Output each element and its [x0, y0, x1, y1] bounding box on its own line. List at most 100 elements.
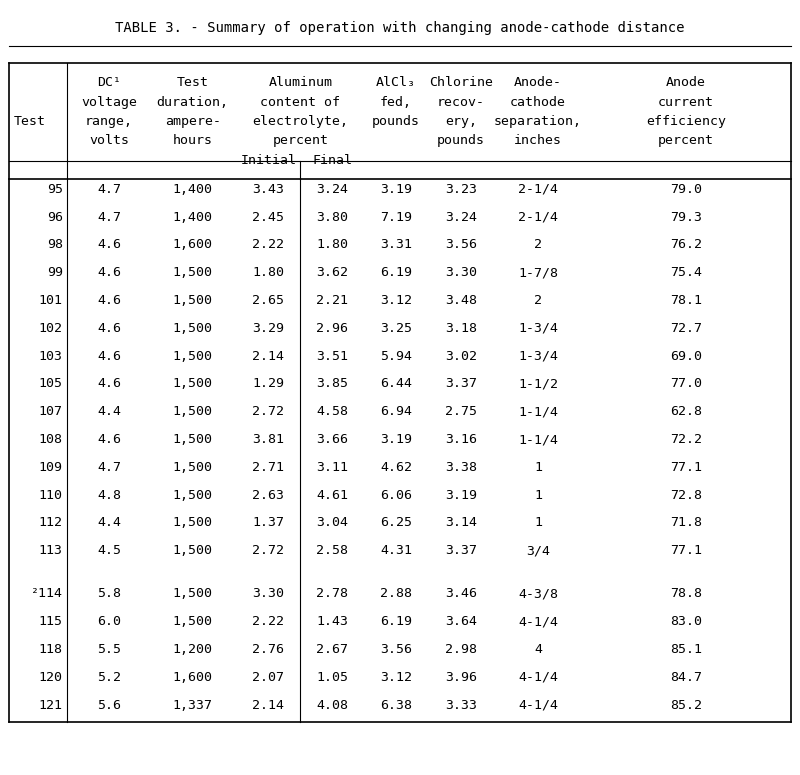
Text: 2.45: 2.45 — [253, 211, 285, 224]
Text: Initial: Initial — [241, 153, 297, 167]
Text: 3.12: 3.12 — [380, 294, 412, 307]
Text: 2.63: 2.63 — [253, 489, 285, 501]
Text: 3.81: 3.81 — [253, 433, 285, 446]
Text: 2.71: 2.71 — [253, 461, 285, 474]
Text: 3.16: 3.16 — [445, 433, 477, 446]
Text: 5.8: 5.8 — [97, 587, 121, 601]
Text: 3.31: 3.31 — [380, 239, 412, 251]
Text: 4.6: 4.6 — [97, 239, 121, 251]
Text: 3.37: 3.37 — [445, 377, 477, 391]
Text: 1,500: 1,500 — [173, 405, 213, 418]
Text: 4: 4 — [534, 643, 542, 656]
Text: 4.5: 4.5 — [97, 544, 121, 557]
Text: 2.58: 2.58 — [316, 544, 348, 557]
Text: 103: 103 — [38, 350, 62, 363]
Text: 2.14: 2.14 — [253, 698, 285, 711]
Text: 4.62: 4.62 — [380, 461, 412, 474]
Text: inches: inches — [514, 134, 562, 147]
Text: 85.1: 85.1 — [670, 643, 702, 656]
Text: 85.2: 85.2 — [670, 698, 702, 711]
Text: 76.2: 76.2 — [670, 239, 702, 251]
Text: 4.6: 4.6 — [97, 350, 121, 363]
Text: 4.8: 4.8 — [97, 489, 121, 501]
Text: fed,: fed, — [380, 95, 412, 109]
Text: 1,500: 1,500 — [173, 489, 213, 501]
Text: 2.72: 2.72 — [253, 405, 285, 418]
Text: 1-1/4: 1-1/4 — [518, 433, 558, 446]
Text: 105: 105 — [38, 377, 62, 391]
Text: percent: percent — [272, 134, 328, 147]
Text: 6.06: 6.06 — [380, 489, 412, 501]
Text: 6.19: 6.19 — [380, 615, 412, 629]
Text: 2.96: 2.96 — [316, 322, 348, 335]
Text: Anode: Anode — [666, 76, 706, 89]
Text: cathode: cathode — [510, 95, 566, 109]
Text: 72.7: 72.7 — [670, 322, 702, 335]
Text: 4.6: 4.6 — [97, 267, 121, 279]
Text: 3.56: 3.56 — [445, 239, 477, 251]
Text: 4.4: 4.4 — [97, 516, 121, 529]
Text: 4.6: 4.6 — [97, 433, 121, 446]
Text: 3.43: 3.43 — [253, 183, 285, 196]
Text: 4.61: 4.61 — [316, 489, 348, 501]
Text: volts: volts — [89, 134, 129, 147]
Text: 1-1/2: 1-1/2 — [518, 377, 558, 391]
Text: Test: Test — [14, 115, 46, 128]
Text: 1.29: 1.29 — [253, 377, 285, 391]
Text: 1,200: 1,200 — [173, 643, 213, 656]
Text: 2-1/4: 2-1/4 — [518, 211, 558, 224]
Text: 69.0: 69.0 — [670, 350, 702, 363]
Text: 5.94: 5.94 — [380, 350, 412, 363]
Text: 1,600: 1,600 — [173, 670, 213, 684]
Text: 77.1: 77.1 — [670, 544, 702, 557]
Text: 120: 120 — [38, 670, 62, 684]
Text: 1,500: 1,500 — [173, 350, 213, 363]
Text: 75.4: 75.4 — [670, 267, 702, 279]
Text: 113: 113 — [38, 544, 62, 557]
Text: 2.72: 2.72 — [253, 544, 285, 557]
Text: 3.25: 3.25 — [380, 322, 412, 335]
Text: 3.46: 3.46 — [445, 587, 477, 601]
Text: 1,500: 1,500 — [173, 267, 213, 279]
Text: 3.29: 3.29 — [253, 322, 285, 335]
Text: 4.08: 4.08 — [316, 698, 348, 711]
Text: 2: 2 — [534, 294, 542, 307]
Text: 2.22: 2.22 — [253, 239, 285, 251]
Text: 96: 96 — [46, 211, 62, 224]
Text: 2.22: 2.22 — [253, 615, 285, 629]
Text: content of: content of — [260, 95, 340, 109]
Text: 1: 1 — [534, 516, 542, 529]
Text: 3.51: 3.51 — [316, 350, 348, 363]
Text: 6.38: 6.38 — [380, 698, 412, 711]
Text: 2.21: 2.21 — [316, 294, 348, 307]
Text: 99: 99 — [46, 267, 62, 279]
Text: range,: range, — [85, 115, 133, 128]
Text: ampere-: ampere- — [165, 115, 221, 128]
Text: 62.8: 62.8 — [670, 405, 702, 418]
Text: 1,500: 1,500 — [173, 516, 213, 529]
Text: 7.19: 7.19 — [380, 211, 412, 224]
Text: electrolyte,: electrolyte, — [252, 115, 348, 128]
Text: pounds: pounds — [437, 134, 485, 147]
Text: 4.31: 4.31 — [380, 544, 412, 557]
Text: 4.4: 4.4 — [97, 405, 121, 418]
Text: 3.33: 3.33 — [445, 698, 477, 711]
Text: Test: Test — [177, 76, 209, 89]
Text: 110: 110 — [38, 489, 62, 501]
Text: pounds: pounds — [372, 115, 420, 128]
Text: 2-1/4: 2-1/4 — [518, 183, 558, 196]
Text: 77.1: 77.1 — [670, 461, 702, 474]
Text: 1: 1 — [534, 489, 542, 501]
Text: 6.25: 6.25 — [380, 516, 412, 529]
Text: 108: 108 — [38, 433, 62, 446]
Text: Anode-: Anode- — [514, 76, 562, 89]
Text: 71.8: 71.8 — [670, 516, 702, 529]
Text: 3.64: 3.64 — [445, 615, 477, 629]
Text: 2: 2 — [534, 239, 542, 251]
Text: 1,500: 1,500 — [173, 587, 213, 601]
Text: 4.6: 4.6 — [97, 322, 121, 335]
Text: 3.24: 3.24 — [445, 211, 477, 224]
Text: 1-3/4: 1-3/4 — [518, 322, 558, 335]
Text: 1,500: 1,500 — [173, 377, 213, 391]
Text: 6.44: 6.44 — [380, 377, 412, 391]
